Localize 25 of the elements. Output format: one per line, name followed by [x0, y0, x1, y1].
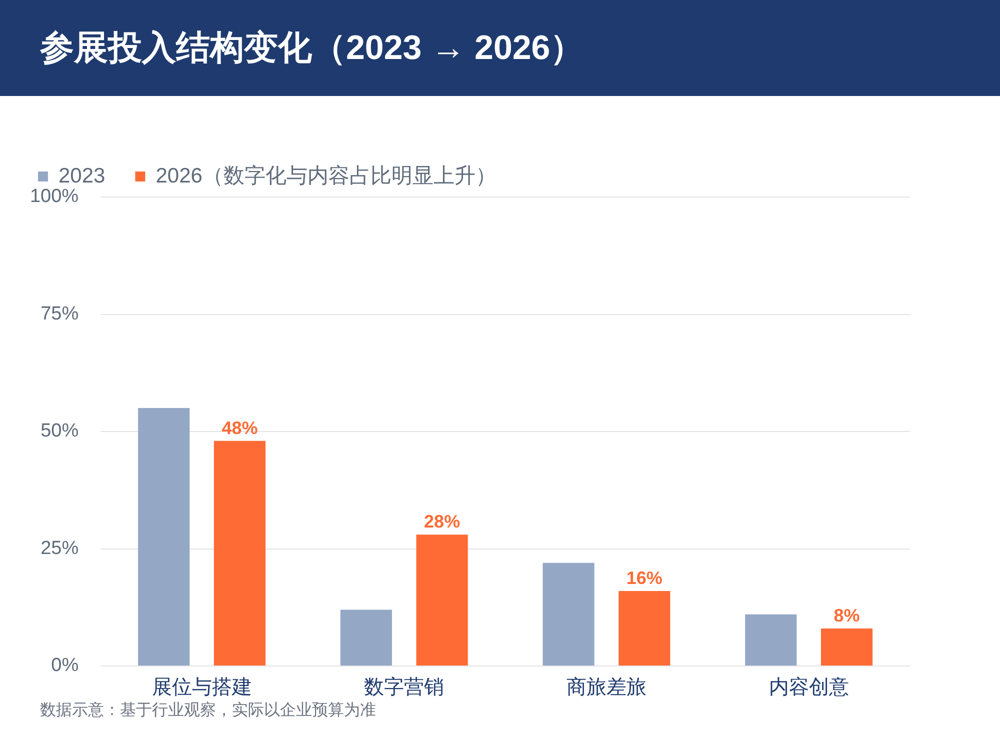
y-tick-label: 100%	[30, 186, 79, 208]
x-tick-label: 展位与搭建	[152, 676, 252, 699]
bar	[416, 534, 468, 666]
bar	[138, 408, 190, 666]
bar	[542, 562, 594, 666]
legend-label: 2023	[58, 164, 106, 188]
x-tick-label: 内容创意	[768, 676, 849, 699]
data-label: 28%	[424, 512, 460, 532]
bar	[340, 610, 392, 666]
legend-label: 2026（数字化与内容占比明显上升）	[156, 164, 496, 188]
x-tick-label: 数字营销	[364, 676, 444, 699]
bar	[745, 614, 797, 666]
y-tick-label: 0%	[51, 655, 79, 676]
data-label: 8%	[834, 605, 860, 626]
bar	[214, 440, 266, 666]
data-label: 16%	[626, 568, 662, 588]
y-tick-label: 75%	[40, 303, 79, 324]
bar	[820, 628, 873, 666]
x-tick-label: 商旅差旅	[566, 676, 646, 699]
bar	[618, 590, 670, 666]
data-label: 48%	[222, 418, 258, 438]
text: 数据示意：基于行业观察，实际以企业预算为准	[40, 700, 376, 721]
y-tick-label: 25%	[40, 538, 79, 559]
chart-title: 参展投入结构变化（2023 → 2026）	[40, 28, 584, 69]
y-tick-label: 50%	[40, 420, 79, 442]
